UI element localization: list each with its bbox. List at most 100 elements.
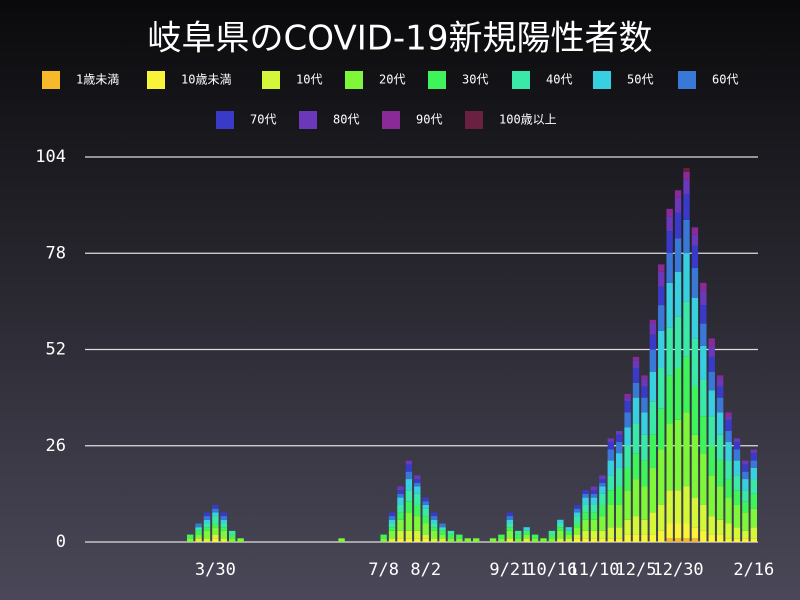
bar-segment [405,490,413,502]
bar-segment [582,490,589,494]
bar-segment [624,401,631,413]
bar-segment [632,453,640,480]
bar-segment [447,530,455,535]
bar-segment [632,423,640,454]
bar-segment [649,319,657,324]
bar-segment [674,523,682,539]
legend-label: 10歳未満 [181,73,231,87]
bar-segment [607,449,614,461]
bar-segment [615,467,623,487]
bar-segment [212,508,219,513]
bar-segment [447,534,455,539]
bar-segment [691,434,699,498]
y-tick-label: 104 [35,147,66,167]
bar-segment [742,530,749,539]
bar-segment [716,386,724,398]
bar-segment [380,538,387,542]
bar-segment [548,534,556,539]
bar-segment [641,519,648,535]
bar-segment [708,345,715,357]
bar-segment [708,475,715,517]
bar-segment [641,379,648,387]
legend-swatch [465,111,483,129]
bar-segment [658,449,665,505]
bar-segment [632,368,640,383]
x-tick-label: 12/30 [652,560,703,580]
bar-segment [632,356,640,361]
bar-segment [708,371,715,391]
bar-segment [716,412,724,435]
bar-segment [456,538,463,542]
bar-segment [439,534,446,539]
bar-segment [691,234,699,246]
bar-segment [220,523,228,528]
bar-segment [733,442,741,450]
bar-segment [691,497,699,528]
bar-segment [229,538,236,542]
bar-segment [641,375,648,380]
bar-segment [573,538,581,542]
bar-segment [590,519,598,531]
bar-segment [674,212,682,239]
bar-segment [203,538,211,542]
bar-segment [523,530,530,535]
bar-segment [716,397,724,413]
bar-segment [700,453,707,505]
bar-segment [666,253,673,283]
bar-segment [641,397,648,413]
bar-segment [414,530,421,539]
bar-segment [212,523,219,528]
legend-label: 70代 [250,113,276,127]
bar-segment [447,538,455,542]
bar-segment [700,305,707,324]
bar-segment [683,179,690,195]
bar-segment [557,530,564,539]
bar-segment [683,171,690,180]
bar-segment [565,538,572,542]
bar-segment [414,482,421,487]
legend-label: 30代 [462,73,488,87]
bar-segment [725,430,732,443]
legend-swatch [428,71,446,89]
bar-segment [733,538,741,542]
bar-segment [212,504,219,509]
bar-segment [691,268,699,298]
bar-segment [624,534,631,542]
bar-segment [733,438,741,443]
bar-segment [548,530,556,535]
bar-segment [464,538,471,542]
bar-segment [750,493,757,509]
bar-segment [632,360,640,369]
bar-segment [615,430,623,435]
chart-title: 岐阜県のCOVID-19新規陽性者数 [148,19,653,59]
bar-segment [195,523,202,528]
x-tick-label: 9/21 [489,560,530,580]
bar-segment [716,375,724,380]
bar-segment [599,482,606,487]
bar-segment [498,538,505,542]
bar-segment [212,527,219,535]
bar-segment [649,512,657,535]
bar-segment [649,401,657,435]
bar-segment [649,434,657,468]
bar-segment [615,434,623,443]
bar-segment [716,534,724,542]
bar-segment [700,282,707,291]
bar-segment [733,490,741,505]
bar-segment [649,371,657,402]
bar-segment [203,519,211,524]
bar-segment [523,538,530,542]
bar-segment [573,523,581,528]
bar-segment [666,216,673,232]
bar-segment [658,286,665,306]
bar-segment [683,253,690,302]
y-tick-label: 0 [56,532,66,552]
bar-segment [195,534,202,539]
bar-segment [548,538,556,542]
bar-segment [708,356,715,372]
bar-segment [506,538,514,542]
bar-segment [599,493,606,505]
bar-segment [733,475,741,491]
bar-segment [439,530,446,535]
bar-segment [742,464,749,472]
